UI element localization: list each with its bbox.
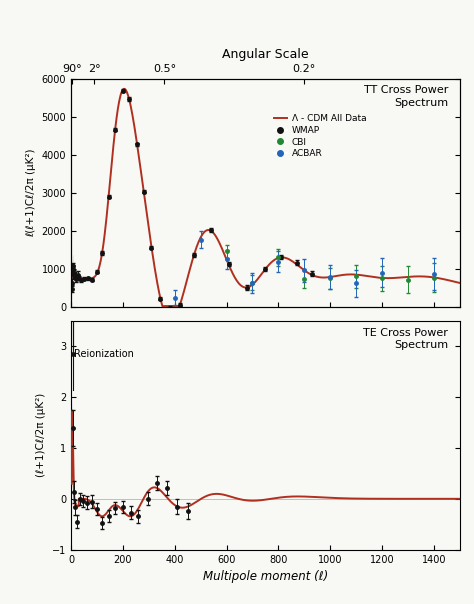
Y-axis label: ℓ(ℓ+1)Cℓ/2π (μK²): ℓ(ℓ+1)Cℓ/2π (μK²): [26, 149, 36, 237]
X-axis label: Angular Scale: Angular Scale: [222, 48, 309, 61]
Text: TE Cross Power
Spectrum: TE Cross Power Spectrum: [363, 328, 448, 350]
Y-axis label: (ℓ+1)Cℓ/2π (μK²): (ℓ+1)Cℓ/2π (μK²): [36, 393, 46, 477]
Text: Reionization: Reionization: [74, 349, 134, 359]
X-axis label: Multipole moment (ℓ): Multipole moment (ℓ): [203, 570, 328, 583]
Text: TT Cross Power
Spectrum: TT Cross Power Spectrum: [364, 85, 448, 108]
Legend: Λ - CDM All Data, WMAP, CBI, ACBAR: Λ - CDM All Data, WMAP, CBI, ACBAR: [270, 111, 370, 162]
